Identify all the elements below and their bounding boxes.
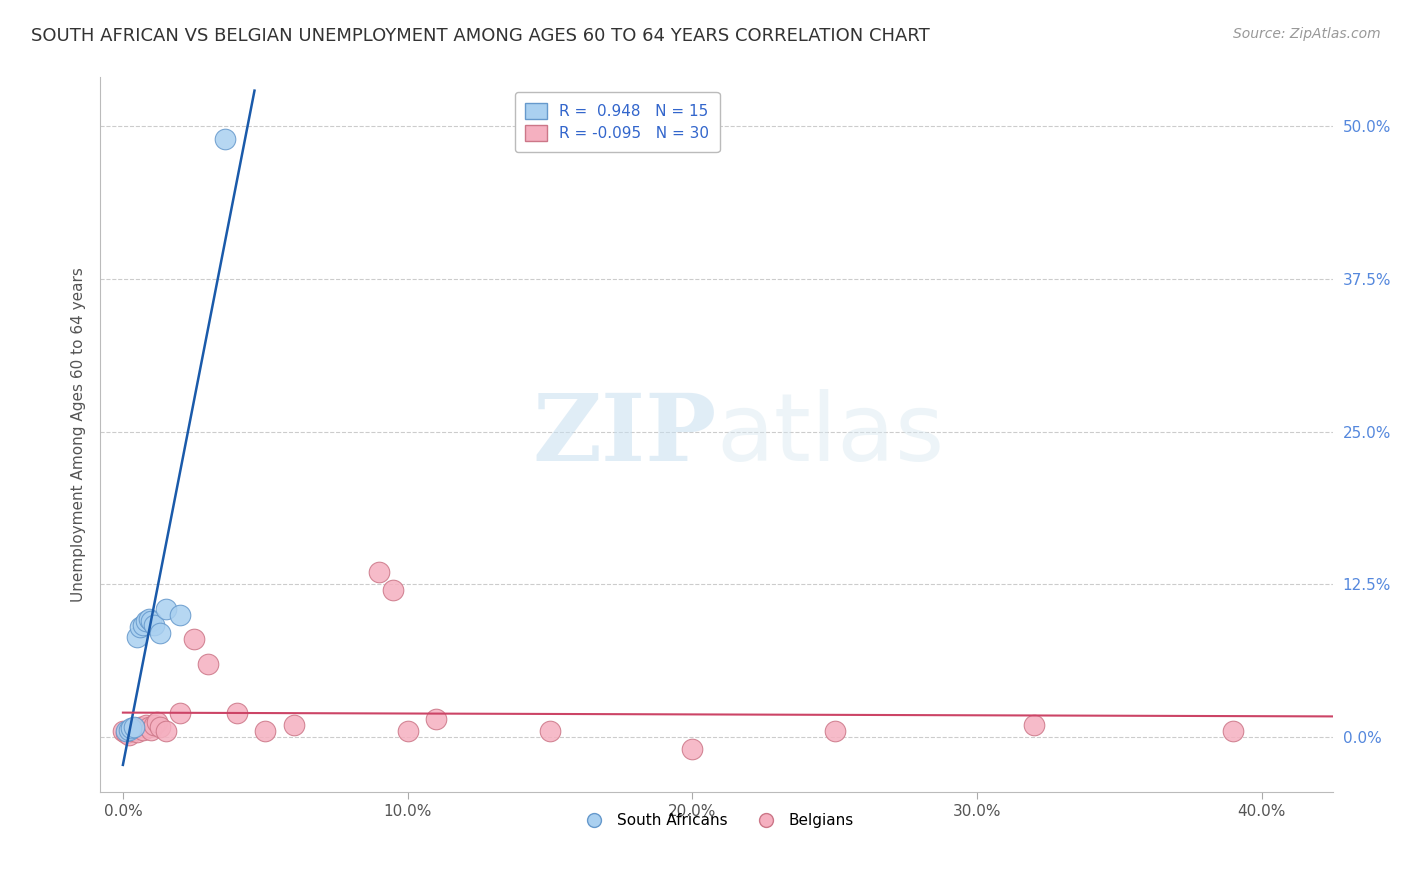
Text: atlas: atlas [717,389,945,481]
Point [124,720,146,734]
Point [143,718,166,732]
Point [183,632,205,647]
Point [1022,718,1045,732]
Point [396,723,419,738]
Point [117,723,139,737]
Point [141,723,163,737]
Point [169,607,191,622]
Point [124,722,146,736]
Point [824,723,846,738]
Point [117,727,139,741]
Point [283,718,305,732]
Point [225,706,247,720]
Y-axis label: Unemployment Among Ages 60 to 64 years: Unemployment Among Ages 60 to 64 years [72,268,86,602]
Text: SOUTH AFRICAN VS BELGIAN UNEMPLOYMENT AMONG AGES 60 TO 64 YEARS CORRELATION CHAR: SOUTH AFRICAN VS BELGIAN UNEMPLOYMENT AM… [31,27,929,45]
Point [129,620,152,634]
Point [135,614,157,628]
Text: ZIP: ZIP [533,390,717,480]
Point [382,583,405,598]
Point [681,742,703,756]
Text: Source: ZipAtlas.com: Source: ZipAtlas.com [1233,27,1381,41]
Point [132,723,155,737]
Point [146,715,169,730]
Point [114,726,136,740]
Point [143,617,166,632]
Point [1222,723,1244,738]
Point [155,723,177,738]
Point [111,723,134,738]
Legend: South Africans, Belgians: South Africans, Belgians [572,807,860,834]
Point [138,611,160,625]
Point [214,131,236,145]
Point [138,720,160,734]
Point [149,626,172,640]
Point [129,720,152,734]
Point [155,601,177,615]
Point [127,630,149,644]
Point [135,718,157,732]
Point [132,617,155,632]
Point [197,657,219,671]
Point [368,565,391,579]
Point [254,723,277,738]
Point [169,706,191,720]
Point [538,723,561,738]
Point [149,720,172,734]
Point [114,723,136,738]
Point [141,614,163,628]
Point [120,723,142,738]
Point [127,725,149,739]
Point [120,722,142,736]
Point [425,712,447,726]
